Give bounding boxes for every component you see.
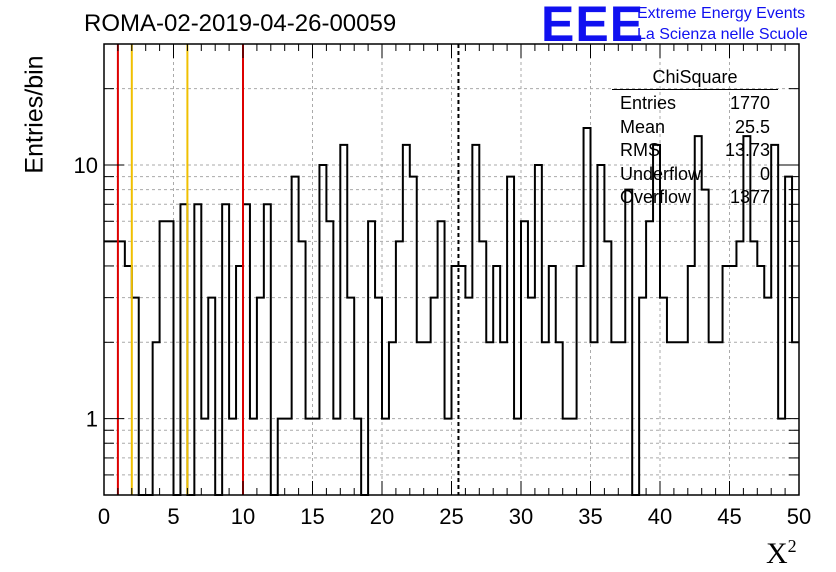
- y-axis-ticks: 1 10: [74, 43, 799, 476]
- x-tick-label: 45: [717, 504, 741, 529]
- x-tick-label: 10: [231, 504, 255, 529]
- stats-label: RMS: [620, 140, 660, 160]
- reference-lines: [116, 44, 460, 495]
- x-axis-label: X2: [766, 536, 797, 571]
- x-tick-label: 5: [167, 504, 179, 529]
- stats-value: 13.73: [724, 140, 770, 160]
- stats-label: Mean: [620, 116, 666, 137]
- x-tick-label: 25: [439, 504, 463, 529]
- x-tick-label: 50: [787, 504, 811, 529]
- eee-logo: EEE: [541, 0, 645, 52]
- stats-value: 1770: [729, 93, 770, 113]
- stats-row: Mean 25.5: [612, 116, 778, 140]
- histogram-series: [104, 126, 799, 496]
- stats-label: Overflow: [620, 187, 692, 207]
- stats-value: 25.5: [734, 116, 770, 137]
- x-tick-label: 0: [98, 504, 110, 529]
- x-tick-label: 20: [370, 504, 394, 529]
- x-tick-label: 40: [648, 504, 672, 529]
- stats-box: ChiSquare Entries 1770 Mean 25.5 RMS 13.73 …: [612, 66, 778, 210]
- stats-value: 0: [759, 163, 770, 184]
- x-axis-ticks: 0 5 10 15 20 25 30 35 40 45 50: [98, 44, 811, 529]
- x-axis-label-base: X: [766, 537, 788, 570]
- y-axis-label: Entries/bin: [20, 55, 49, 174]
- brand-line-1: Extreme Energy Events: [637, 5, 806, 22]
- stats-row: Underflow 0: [612, 163, 778, 187]
- grid: [104, 44, 799, 495]
- chart-title: ROMA-02-2019-04-26-00059: [84, 10, 397, 37]
- x-tick-label: 30: [509, 504, 533, 529]
- stats-value: 1377: [729, 187, 770, 207]
- stats-label: Entries: [620, 93, 677, 113]
- stats-row: Overflow 1377: [612, 186, 778, 210]
- stats-label: Underflow: [620, 163, 702, 184]
- stats-row: RMS 13.73: [612, 139, 778, 163]
- x-axis-label-sup: 2: [787, 536, 797, 556]
- stats-row: Entries 1770: [612, 92, 778, 116]
- brand-line-2: La Scienza nelle Scuole: [637, 26, 808, 43]
- stats-title: ChiSquare: [612, 66, 778, 90]
- brand-text: Extreme Energy Events La Scienza nelle S…: [637, 3, 808, 45]
- y-tick-label: 1: [86, 407, 98, 432]
- x-tick-label: 15: [300, 504, 324, 529]
- y-tick-label: 10: [74, 153, 98, 178]
- x-tick-label: 35: [578, 504, 602, 529]
